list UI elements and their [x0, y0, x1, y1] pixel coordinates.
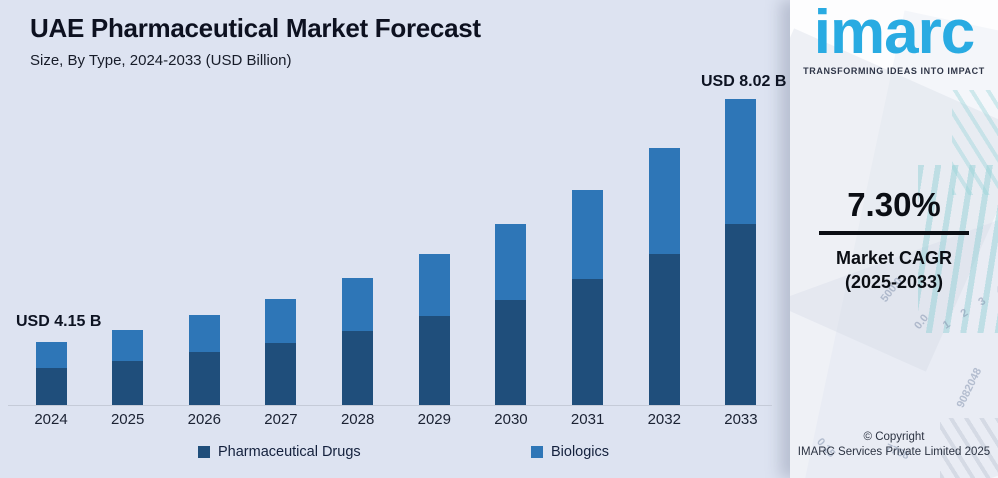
x-axis-label-2025: 2025 — [110, 411, 145, 428]
pharmaceutical-drugs-segment — [648, 254, 680, 405]
x-axis-label-2027: 2027 — [264, 411, 298, 428]
biologics-segment — [572, 190, 604, 279]
copyright-line1: © Copyright — [863, 430, 925, 443]
pharmaceutical-drugs-segment — [112, 361, 144, 405]
bar-2032 — [648, 148, 680, 405]
biologics-segment — [725, 99, 757, 224]
cagr-value: 7.30% — [847, 186, 941, 223]
chart-section: UAE Pharmaceutical Market Forecast Size,… — [8, 13, 787, 460]
pharmaceutical-drugs-segment — [572, 279, 604, 405]
bar-2024 — [35, 342, 67, 405]
biologics-segment — [418, 254, 450, 316]
biologics-segment — [648, 148, 680, 254]
watermark-hatch — [952, 90, 998, 195]
pharmaceutical-drugs-segment — [265, 343, 297, 405]
x-axis-label-2031: 2031 — [570, 411, 605, 428]
imarc-logo: imarc TRANSFORMING IDEAS INTO IMPACT — [790, 0, 998, 77]
bar-2026 — [188, 315, 220, 405]
chart-subtitle: Size, By Type, 2024-2033 (USD Billion) — [30, 52, 292, 69]
x-axis-label-2026: 2026 — [187, 411, 221, 428]
biologics-segment — [188, 315, 220, 352]
biologics-segment — [35, 342, 67, 368]
chart-title: UAE Pharmaceutical Market Forecast — [30, 13, 481, 43]
bar-2029 — [418, 254, 450, 405]
pharmaceutical-drugs-segment — [418, 316, 450, 405]
bar-2031 — [572, 190, 604, 405]
bar-2027 — [265, 299, 297, 405]
x-axis-label-2032: 2032 — [647, 411, 681, 428]
bar-2025 — [112, 330, 144, 405]
chart-header: UAE Pharmaceutical Market Forecast Size,… — [30, 13, 481, 69]
bar-2028 — [342, 278, 374, 405]
imarc-logo-tagline: TRANSFORMING IDEAS INTO IMPACT — [803, 66, 985, 76]
x-axis-line — [8, 405, 772, 406]
pharmaceutical-drugs-segment — [35, 368, 67, 405]
watermark-hatch — [940, 418, 998, 478]
cagr-underline — [819, 231, 969, 235]
x-axis-label-2033: 2033 — [724, 411, 758, 428]
pharmaceutical-drugs-segment — [188, 352, 220, 405]
plot-area: USD 4.15 B USD 8.02 B 2024 2025 2026 2027 20… — [8, 73, 787, 428]
cagr-label-line2: (2025-2033) — [844, 272, 944, 293]
x-axis-label-2024: 2024 — [34, 411, 68, 428]
data-label-2024: USD 4.15 B — [16, 313, 102, 330]
data-label-2033: USD 8.02 B — [701, 73, 787, 90]
biologics-segment — [112, 330, 144, 361]
cagr-block: 7.30% Market CAGR (2025-2033) — [790, 186, 998, 295]
x-axis-label-2028: 2028 — [340, 411, 375, 428]
biologics-segment — [495, 224, 527, 300]
imarc-logo-text: imarc — [813, 0, 975, 67]
x-axis-label-2030: 2030 — [494, 411, 528, 428]
brand-panel: 500.0 0.0 1 2 3 4 9082048 7768 0.15 imar… — [790, 0, 998, 478]
bar-2033 — [725, 99, 757, 405]
pharmaceutical-drugs-segment — [342, 331, 374, 405]
x-axis-label-2029: 2029 — [417, 411, 451, 428]
copyright: © Copyright IMARC Services Private Limit… — [790, 430, 998, 461]
pharmaceutical-drugs-segment — [725, 224, 757, 405]
bar-2030 — [495, 224, 527, 405]
biologics-segment — [342, 278, 374, 331]
brand-panel-content: imarc TRANSFORMING IDEAS INTO IMPACT 7.3… — [790, 0, 998, 478]
pharmaceutical-drugs-segment — [495, 300, 527, 405]
biologics-segment — [265, 299, 297, 343]
copyright-line2: IMARC Services Private Limited 2025 — [797, 446, 991, 459]
watermark-chart-bars — [918, 165, 998, 333]
cagr-label-line1: Market CAGR — [835, 248, 953, 268]
